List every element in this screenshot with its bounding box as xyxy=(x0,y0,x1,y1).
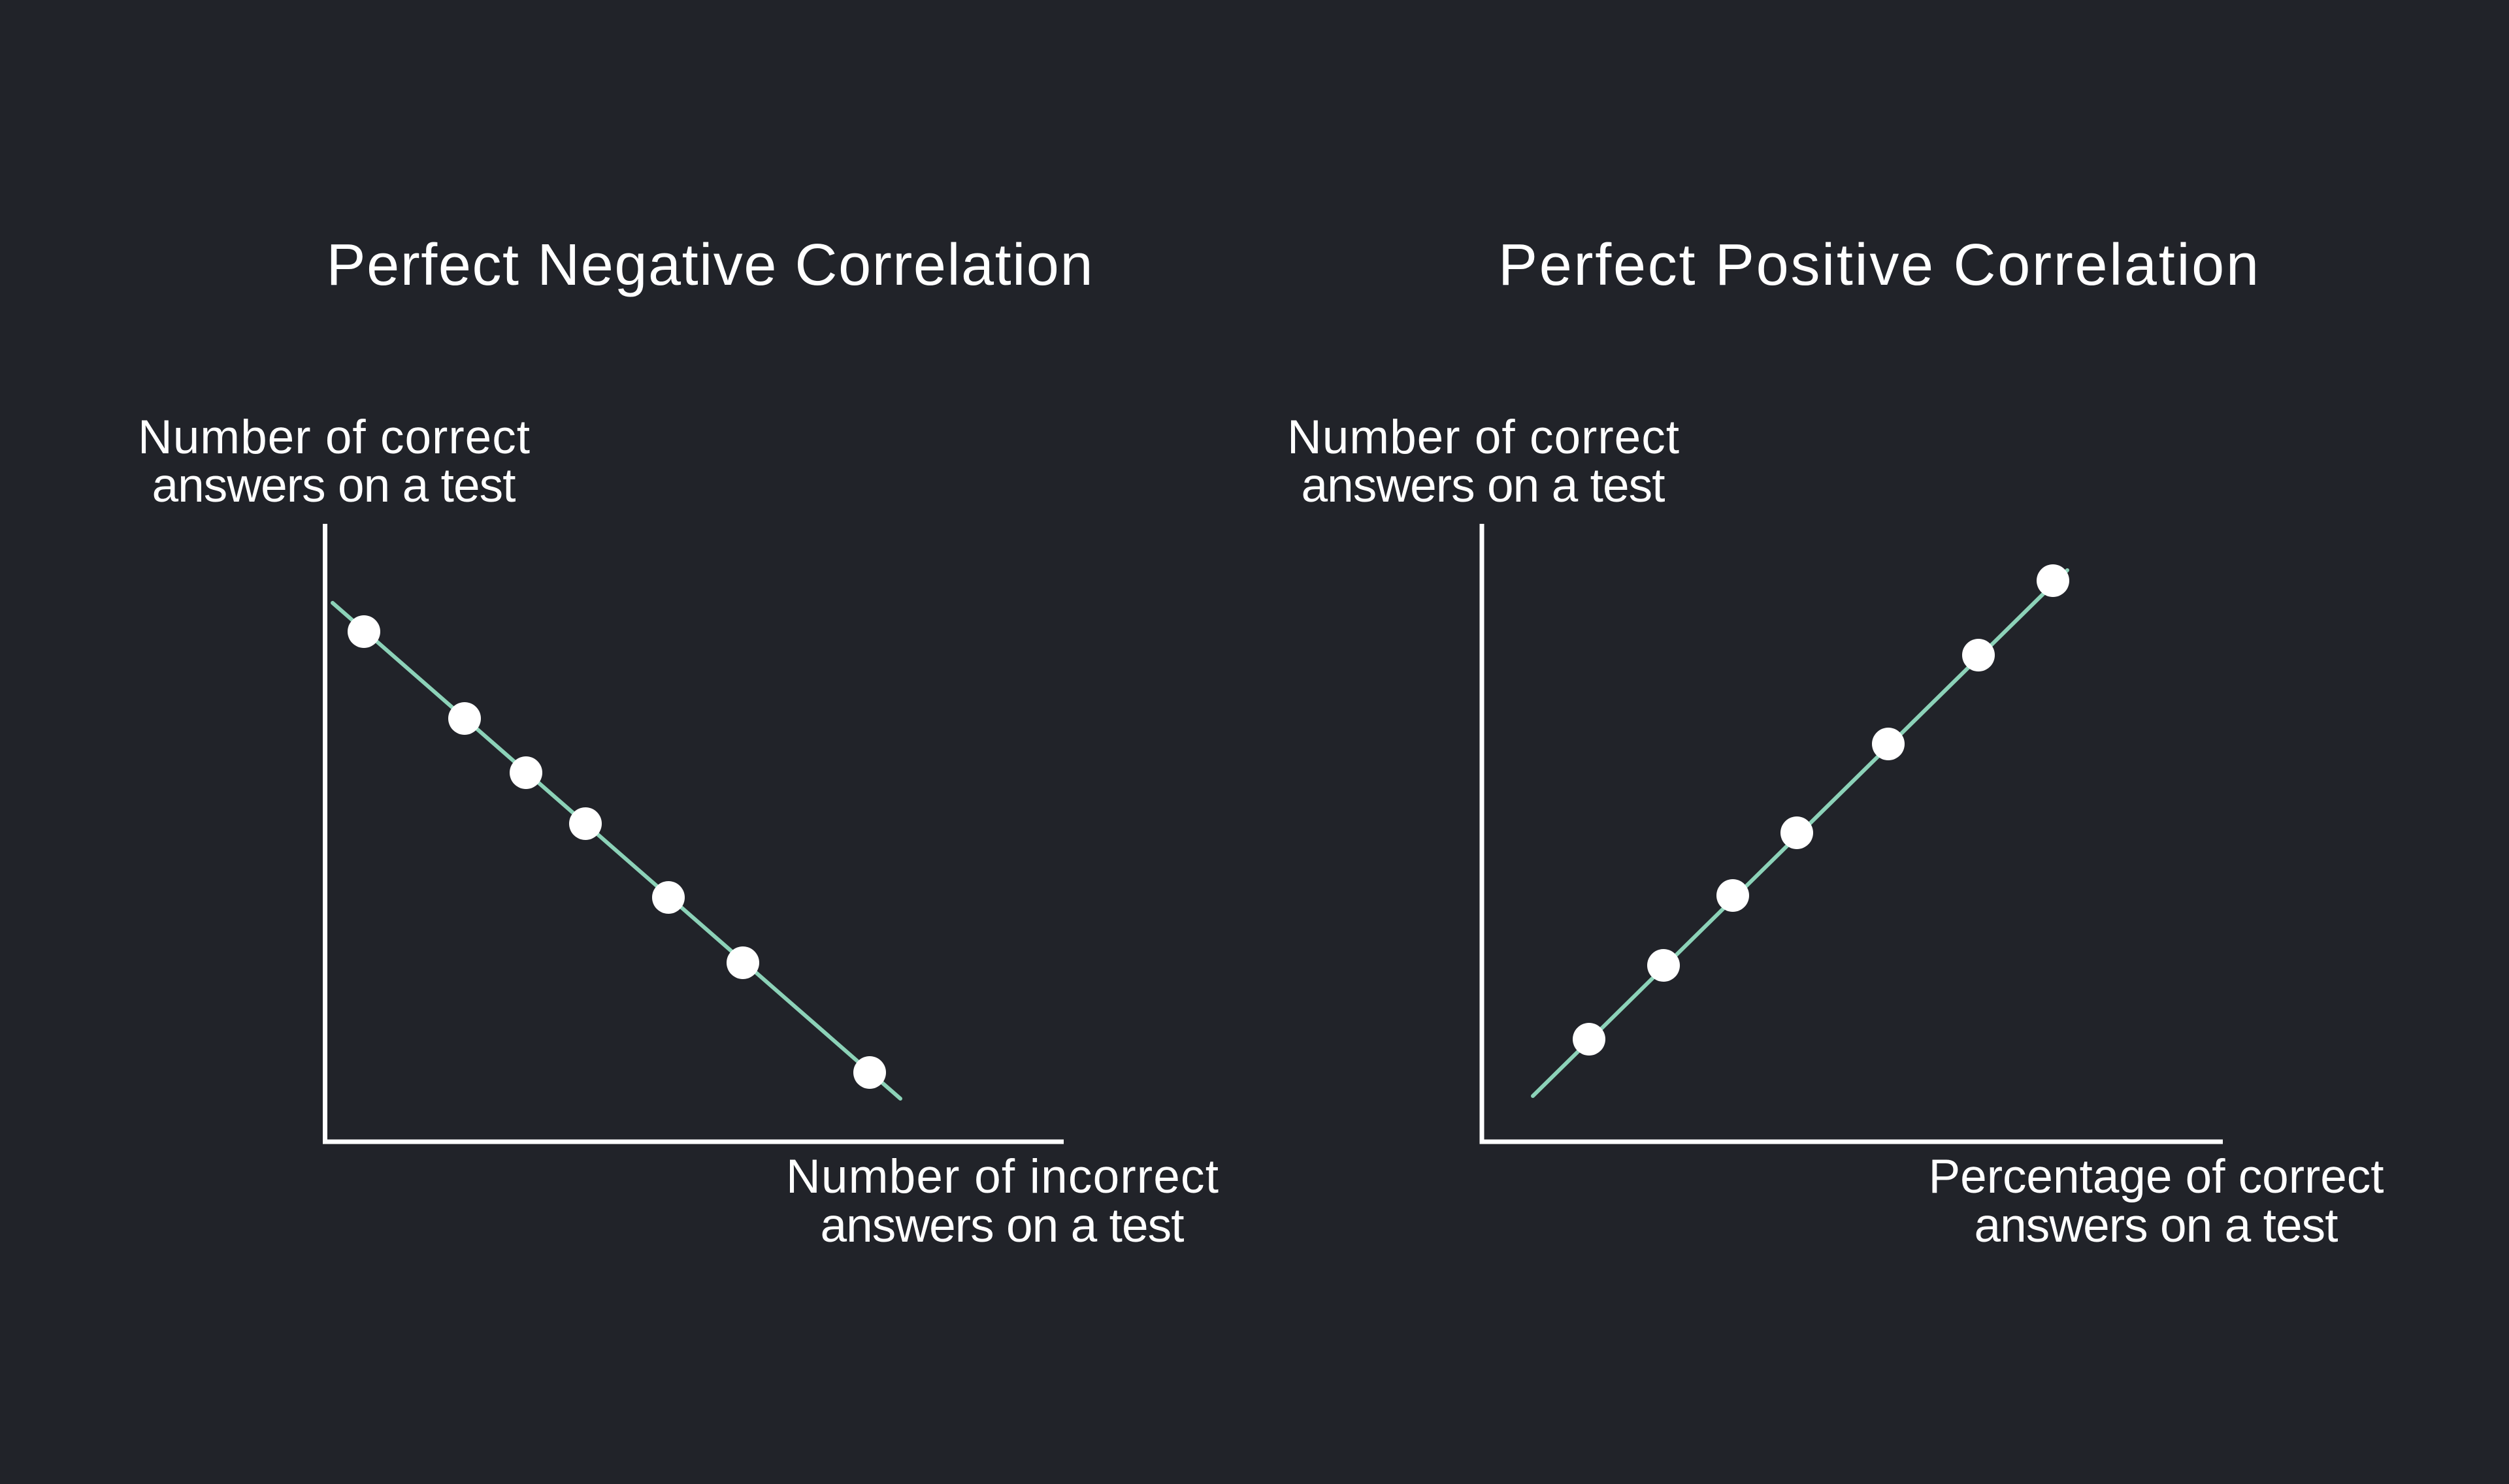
svg-text:Percentage of correct: Percentage of correct xyxy=(1929,1150,2384,1203)
svg-text:Number of correct: Number of correct xyxy=(1287,411,1679,464)
svg-text:Perfect Positive Correlation: Perfect Positive Correlation xyxy=(1498,233,2259,298)
svg-text:answers on a test: answers on a test xyxy=(821,1199,1185,1252)
svg-text:Number of incorrect: Number of incorrect xyxy=(786,1150,1219,1203)
svg-text:Perfect Negative Correlation: Perfect Negative Correlation xyxy=(327,233,1093,298)
svg-text:answers on a test: answers on a test xyxy=(1975,1199,2338,1252)
svg-text:answers on a test: answers on a test xyxy=(152,459,516,512)
svg-text:Number of correct: Number of correct xyxy=(138,411,530,464)
svg-text:answers on a test: answers on a test xyxy=(1302,459,1665,512)
